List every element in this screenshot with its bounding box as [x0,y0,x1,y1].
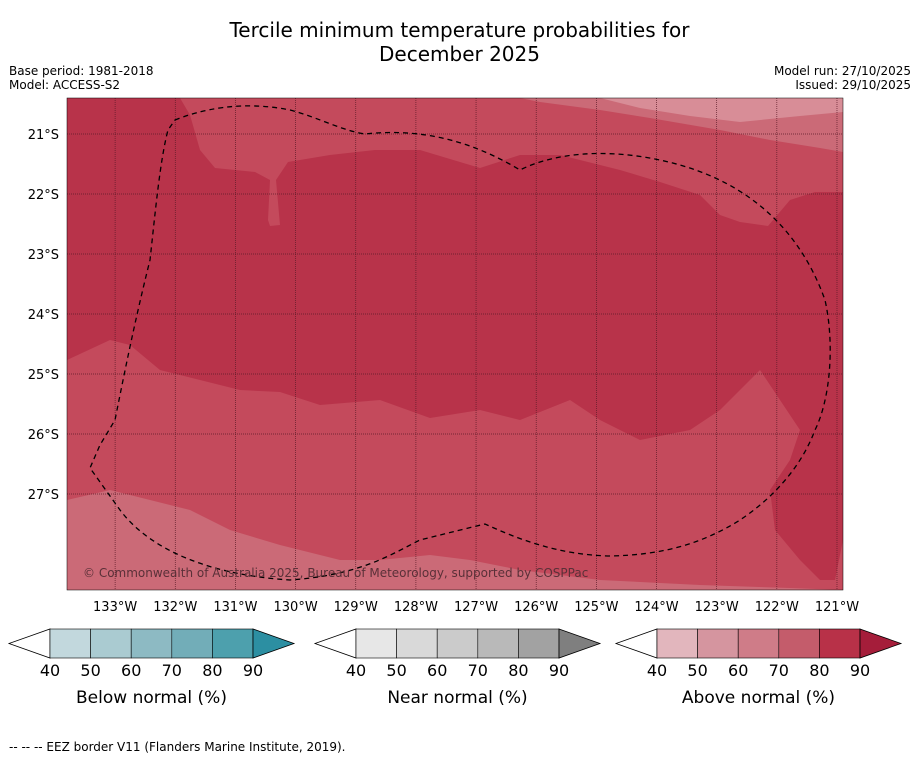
colorbar-segment [212,628,254,659]
colorbar-tick-label: 80 [809,661,829,680]
colorbar-label: Above normal (%) [682,688,835,708]
lon-tick-label: 129°W [334,600,378,615]
colorbar-segment [396,628,438,659]
copyright-text: © Commonwealth of Australia 2025, Bureau… [83,566,588,580]
colorbar-segment [737,628,780,659]
colorbar-under-triangle [614,628,658,659]
colorbar-tick-label: 40 [346,661,366,680]
title-line-1: Tercile minimum temperature probabilitie… [229,18,690,42]
lon-tick-label: 122°W [755,600,799,615]
lon-tick-label: 121°W [815,600,859,615]
colorbar-label: Below normal (%) [76,688,227,708]
colorbar-segment [90,628,132,659]
colorbar-segment [171,628,213,659]
colorbars: 40 50 60 70 80 90 Below normal (%) 40 50 60 70 80 90… [7,628,903,708]
colorbar-tick-label: 70 [769,661,789,680]
eez-border [89,105,831,581]
colorbar-tick-label: 40 [40,661,60,680]
lon-tick-label: 130°W [274,600,318,615]
lon-tick-label: 128°W [394,600,438,615]
lat-tick-label: 21°S [28,128,59,143]
chart-title: Tercile minimum temperature probabilitie… [0,18,919,66]
colorbar-tick-label: 60 [121,661,141,680]
model-run-text: Model run: 27/10/2025 [773,64,911,78]
meta-left: Base period: 1981-2018 Model: ACCESS-S2 [9,64,154,92]
lat-tick-label: 24°S [28,308,59,323]
lat-tick-label: 27°S [28,488,59,503]
issued-text: Issued: 29/10/2025 [795,78,911,92]
field-60-70-bottom [67,490,843,590]
latitude-labels: 21°S 22°S 23°S 24°S 25°S 26°S 27°S [28,128,59,503]
map-frame [66,97,844,591]
colorbar-label: Near normal (%) [387,688,527,708]
colorbar-over-triangle [558,628,602,659]
longitude-labels: 133°W 132°W 131°W 130°W 129°W 128°W 127°W 126°W… [93,600,859,615]
colorbar-segment [518,628,560,659]
grid-lines [67,98,843,590]
lon-tick-label: 131°W [213,600,257,615]
colorbar-tick-label: 80 [202,661,222,680]
colorbar-over-triangle [252,628,296,659]
colorbar-segment [778,628,820,659]
colorbar-tick-label: 60 [728,661,748,680]
lon-tick-label: 125°W [574,600,618,615]
colorbar-segment [49,628,91,659]
colorbar-tick-label: 50 [687,661,707,680]
colorbar-segment [355,628,397,659]
colorbar-tick-label: 50 [80,661,100,680]
colorbar-tick-label: 50 [386,661,406,680]
colorbar-tick-label: 70 [468,661,488,680]
lon-tick-label: 123°W [695,600,739,615]
colorbar-tick-label: 90 [243,661,263,680]
colorbar-under-triangle [7,628,51,659]
model-text: Model: ACCESS-S2 [9,78,121,92]
base-period-text: Base period: 1981-2018 [9,64,154,78]
field-80-90-top-left [67,98,843,580]
colorbar-tick-label: 40 [647,661,667,680]
colorbar-tick-label: 60 [427,661,447,680]
colorbar-segment [436,628,479,659]
colorbar-under-triangle [313,628,357,659]
lon-tick-label: 127°W [454,600,498,615]
meta-right: Model run: 27/10/2025 Issued: 29/10/2025 [774,64,911,92]
colorbar-tick-label: 80 [508,661,528,680]
colorbar: 40 50 60 70 80 90 Below normal (%) [7,628,296,708]
lon-tick-label: 133°W [93,600,137,615]
colorbar-segment [477,628,519,659]
shaded-field: © Commonwealth of Australia 2025, Bureau… [67,98,843,590]
lat-tick-label: 25°S [28,368,59,383]
colorbar-segment [656,628,698,659]
lon-tick-label: 124°W [634,600,678,615]
colorbar-tick-label: 70 [162,661,182,680]
probability-map: © Commonwealth of Australia 2025, Bureau… [7,97,903,708]
colorbar-tick-label: 90 [850,661,870,680]
colorbar-over-triangle [859,628,903,659]
colorbar-tick-label: 90 [549,661,569,680]
title-line-2: December 2025 [379,42,540,66]
colorbar-segment [819,628,861,659]
colorbar-segment [130,628,173,659]
lat-tick-label: 26°S [28,428,59,443]
lon-tick-label: 126°W [514,600,558,615]
lon-tick-label: 132°W [153,600,197,615]
lat-tick-label: 22°S [28,188,59,203]
eez-footnote: -- -- -- EEZ border V11 (Flanders Marine… [9,740,346,754]
colorbar-segment [697,628,739,659]
lat-tick-label: 23°S [28,248,59,263]
colorbar: 40 50 60 70 80 90 Near normal (%) [313,628,602,708]
colorbar: 40 50 60 70 80 90 Above normal (%) [614,628,903,708]
field-50-60-top [600,98,843,122]
